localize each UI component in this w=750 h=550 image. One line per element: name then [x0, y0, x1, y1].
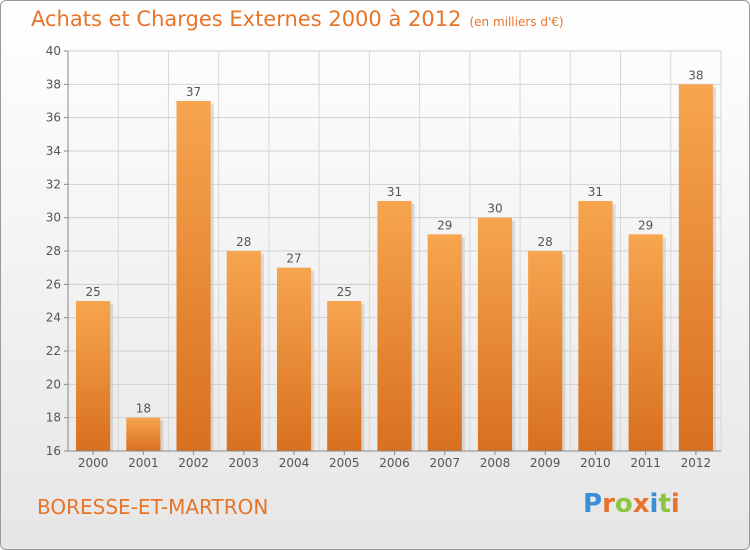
y-tick-label: 38 [46, 77, 61, 91]
bar-value-label: 18 [136, 402, 151, 416]
y-tick-label: 20 [46, 377, 61, 391]
bar-2011 [628, 234, 663, 451]
bar-2002 [176, 101, 211, 451]
logo-letter: i [670, 489, 680, 519]
bar-2001 [126, 417, 161, 451]
bar-2009 [528, 251, 563, 451]
bar-value-label: 29 [638, 218, 653, 232]
y-tick-label: 34 [46, 144, 61, 158]
bar-value-label: 29 [437, 218, 452, 232]
bar-2003 [226, 251, 261, 451]
y-tick-label: 24 [46, 311, 61, 325]
bar-value-label: 27 [286, 252, 301, 266]
y-tick-label: 16 [46, 444, 61, 458]
logo-letter: t [658, 489, 671, 519]
bar-value-label: 31 [588, 185, 603, 199]
y-tick-label: 28 [46, 244, 61, 258]
bar-2000 [76, 301, 111, 451]
chart-subtitle: (en milliers d'€) [469, 15, 564, 29]
bar-2010 [578, 201, 613, 451]
bar-value-label: 31 [387, 185, 402, 199]
x-tick-label: 2002 [178, 456, 209, 470]
x-tick-label: 2010 [580, 456, 611, 470]
y-tick-label: 30 [46, 211, 61, 225]
y-tick-label: 36 [46, 111, 61, 125]
x-tick-label: 2008 [480, 456, 511, 470]
bar-value-label: 38 [688, 68, 703, 82]
logo-letter: o [614, 489, 633, 519]
x-tick-label: 2007 [429, 456, 460, 470]
bar-2008 [477, 217, 513, 451]
y-tick-label: 40 [46, 44, 61, 58]
y-tick-label: 22 [46, 344, 61, 358]
chart-title: Achats et Charges Externes 2000 à 2012 (e… [31, 7, 564, 31]
logo-letter: i [649, 489, 659, 519]
bar-2004 [276, 267, 312, 451]
bar-value-label: 28 [538, 235, 553, 249]
chart-title-text: Achats et Charges Externes 2000 à 2012 [31, 7, 462, 31]
x-tick-label: 2006 [379, 456, 410, 470]
logo-letter: P [583, 489, 603, 519]
commune-name: BORESSE-ET-MARTRON [37, 495, 269, 519]
bar-value-label: 25 [85, 285, 100, 299]
x-tick-label: 2011 [630, 456, 661, 470]
x-tick-label: 2012 [681, 456, 712, 470]
x-tick-label: 2009 [530, 456, 561, 470]
y-tick-label: 32 [46, 177, 61, 191]
bar-value-label: 25 [337, 285, 352, 299]
bar-2012 [678, 84, 713, 451]
x-tick-label: 2000 [78, 456, 109, 470]
bar-2007 [427, 234, 462, 451]
proxiti-logo: Proxiti [583, 489, 680, 519]
bar-2005 [327, 301, 362, 451]
bar-2006 [377, 201, 412, 451]
x-tick-label: 2003 [229, 456, 260, 470]
bar-value-label: 28 [236, 235, 251, 249]
x-tick-label: 2005 [329, 456, 360, 470]
logo-letter: x [632, 489, 650, 519]
bar-value-label: 30 [487, 202, 502, 216]
x-tick-label: 2004 [279, 456, 310, 470]
x-tick-label: 2001 [128, 456, 159, 470]
y-tick-label: 18 [46, 411, 61, 425]
y-tick-label: 26 [46, 277, 61, 291]
bar-value-label: 37 [186, 85, 201, 99]
logo-letter: r [602, 489, 615, 519]
